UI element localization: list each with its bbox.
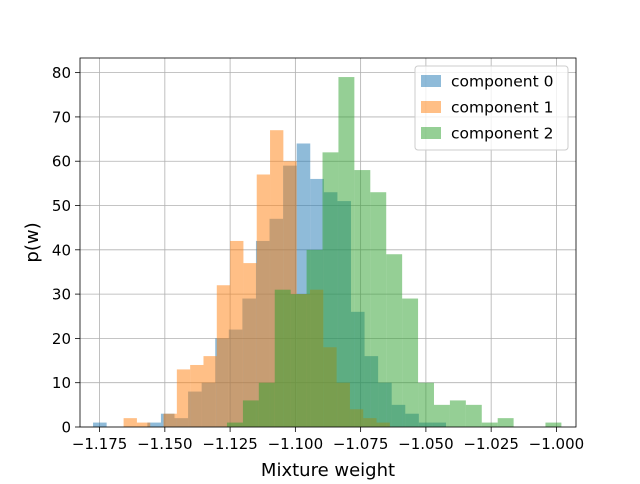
histogram-bar: [402, 298, 419, 427]
legend-swatch: [421, 75, 441, 87]
histogram-bar: [322, 152, 339, 428]
histogram-bar: [226, 422, 243, 427]
histogram-bars: [93, 77, 562, 428]
x-tick-label: −1.125: [202, 435, 258, 453]
legend-entry: component 1: [421, 99, 553, 117]
y-tick-label: 50: [52, 197, 71, 215]
histogram-bar: [258, 382, 275, 427]
x-axis-label: Mixture weight: [261, 460, 395, 480]
x-tick-label: −1.000: [529, 435, 585, 453]
histogram-bar: [338, 77, 355, 427]
y-tick-label: 70: [52, 108, 71, 126]
histogram-bar: [203, 356, 217, 427]
histogram-bar: [386, 254, 403, 427]
histogram-bar: [497, 418, 514, 427]
y-tick-label: 20: [52, 330, 71, 348]
x-tick-label: −1.075: [333, 435, 389, 453]
histogram-bar: [545, 422, 562, 427]
histogram-bar: [354, 170, 371, 427]
y-tick-label: 40: [52, 241, 71, 259]
y-tick-label: 30: [52, 286, 71, 304]
x-tick-label: −1.025: [463, 435, 519, 453]
y-tick-label: 80: [52, 64, 71, 82]
histogram-bar: [242, 400, 259, 427]
legend: component 0 component 1 component 2: [414, 65, 569, 151]
histogram-bar: [190, 364, 204, 427]
y-tick-label: 60: [52, 153, 71, 171]
histogram-bar: [136, 422, 151, 427]
legend-label: component 2: [451, 125, 553, 143]
histogram-bar: [306, 249, 323, 427]
histogram-bar: [370, 192, 387, 427]
histogram-bar: [433, 404, 450, 427]
legend-entry: component 0: [421, 73, 553, 91]
legend-swatch: [421, 127, 441, 139]
series-2-bars: [226, 77, 562, 428]
histogram-bar: [256, 174, 271, 427]
histogram-bar: [465, 404, 482, 427]
x-tick-label: −1.050: [398, 435, 454, 453]
histogram-bar: [418, 382, 434, 427]
histogram-bar: [176, 369, 191, 427]
axes-frame: [79, 57, 577, 428]
y-axis-label: p(w): [22, 222, 43, 262]
legend-box: [414, 65, 569, 151]
histogram-bar: [147, 422, 161, 427]
legend-label: component 0: [451, 73, 553, 91]
legend-swatch: [421, 101, 441, 113]
histogram-bar: [123, 418, 137, 427]
y-axis-ticks: 0 10 20 30 40 50 60 70 80: [52, 64, 80, 437]
histogram-bar: [216, 285, 231, 427]
x-tick-label: −1.150: [137, 435, 193, 453]
x-tick-label: −1.175: [72, 435, 128, 453]
x-tick-label: −1.100: [268, 435, 324, 453]
histogram-bar: [230, 240, 244, 427]
histogram-bar: [243, 263, 257, 427]
x-axis-ticks: −1.175 −1.150 −1.125 −1.100 −1.075 −1.050 −1.0…: [72, 427, 584, 453]
histogram-bar: [481, 422, 498, 427]
histogram-bar: [274, 289, 291, 427]
legend-entry: component 2: [421, 125, 553, 143]
legend-label: component 1: [451, 99, 553, 117]
histogram-bar: [449, 400, 466, 427]
histogram-bar: [290, 294, 307, 427]
y-tick-label: 10: [52, 374, 71, 392]
y-tick-label: 0: [61, 419, 71, 437]
histogram-bar: [163, 413, 177, 427]
histogram-bar: [93, 422, 107, 427]
